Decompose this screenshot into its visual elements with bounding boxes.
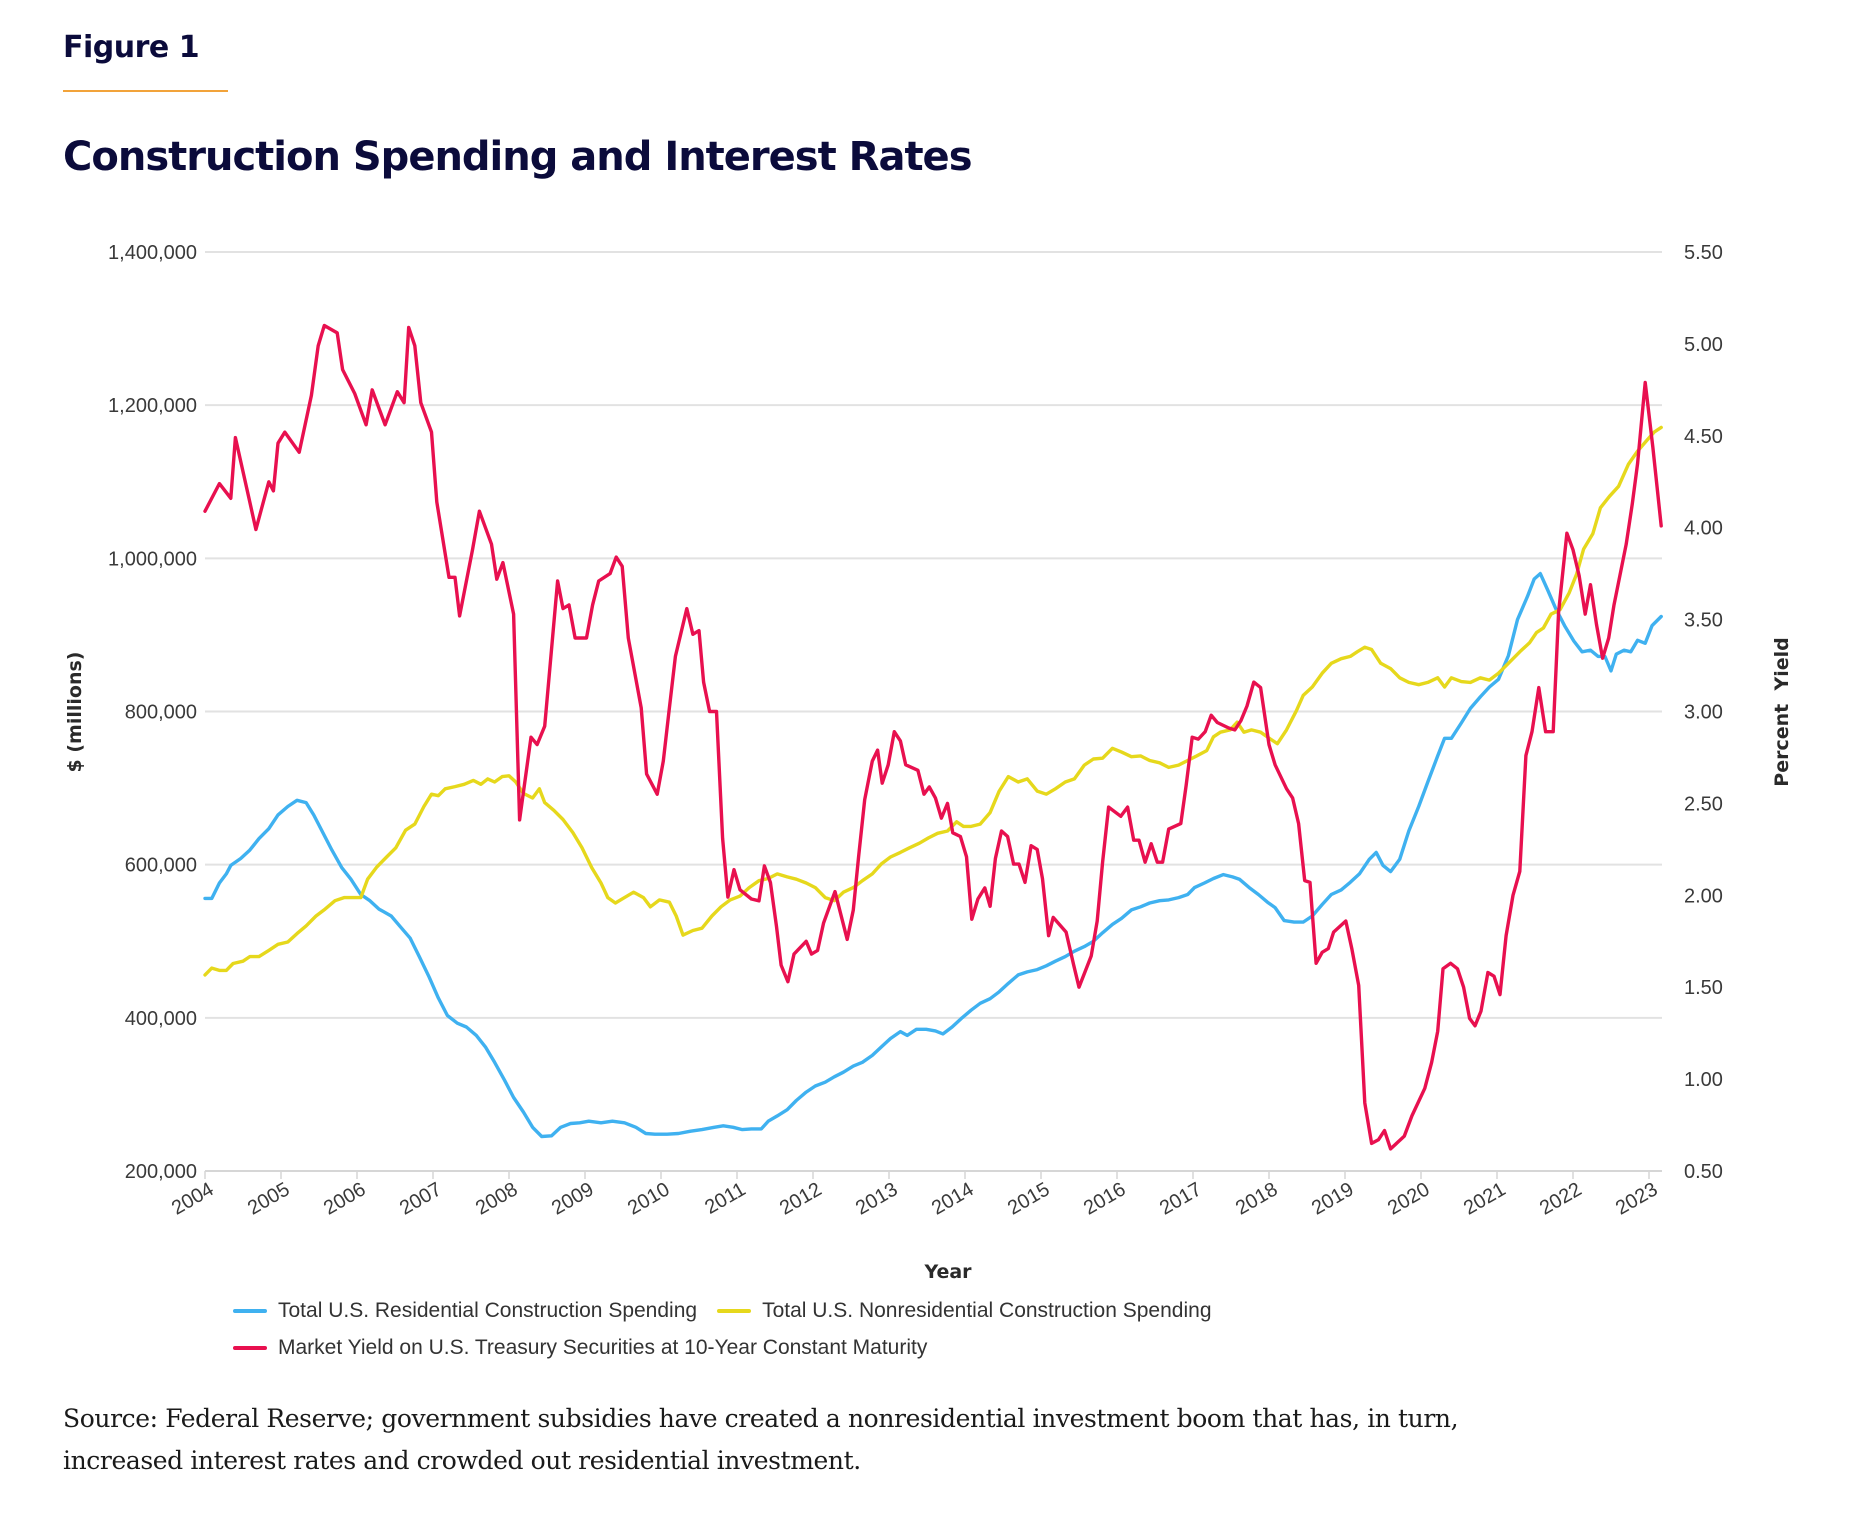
left-axis-labels: 1,400,000 1,200,000 1,000,000 800,000 600,00… — [108, 242, 197, 1183]
right-axis-tick-label: 5.00 — [1684, 334, 1723, 356]
chart: 1,400,000 1,200,000 1,000,000 800,000 600,00… — [64, 242, 1793, 1283]
left-axis-tick-label: 600,000 — [125, 855, 197, 877]
x-axis-tick-label: 2021 — [1460, 1178, 1510, 1219]
x-axis-tick-label: 2012 — [776, 1178, 826, 1219]
series-line-nonresidential — [203, 425, 1663, 977]
left-axis-tick-label: 1,200,000 — [108, 395, 197, 417]
x-axis-tick-label: 2015 — [1004, 1178, 1054, 1219]
legend: Total U.S. Residential Construction Spen… — [233, 1292, 1232, 1366]
x-axis-ticks — [204, 1171, 1650, 1179]
right-axis-tick-label: 3.50 — [1684, 610, 1723, 632]
source-note: Source: Federal Reserve; government subs… — [63, 1404, 1459, 1475]
legend-label-treasury-yield: Market Yield on U.S. Treasury Securities… — [278, 1335, 928, 1359]
x-axis-tick-label: 2011 — [701, 1178, 749, 1219]
gridlines — [205, 251, 1662, 1172]
right-axis-tick-label: 1.00 — [1684, 1069, 1723, 1091]
right-axis-tick-label: 4.50 — [1684, 426, 1723, 448]
legend-label-nonresidential: Total U.S. Nonresidential Construction S… — [762, 1298, 1212, 1322]
legend-row-2: Market Yield on U.S. Treasury Securities… — [233, 1329, 1232, 1366]
legend-row-1: Total U.S. Residential Construction Spen… — [233, 1292, 1232, 1329]
legend-item-residential[interactable]: Total U.S. Residential Construction Spen… — [233, 1299, 697, 1323]
legend-item-nonresidential[interactable]: Total U.S. Nonresidential Construction S… — [717, 1298, 1212, 1323]
series-line-treasury-yield — [203, 323, 1663, 1151]
right-axis-tick-label: 2.00 — [1684, 885, 1723, 907]
right-axis-tick-label: 2.50 — [1684, 793, 1723, 815]
legend-swatch-nonresidential — [717, 1308, 752, 1313]
x-axis-tick-label: 2013 — [852, 1178, 902, 1219]
x-axis-tick-label: 2019 — [1308, 1178, 1358, 1219]
right-axis-tick-label: 1.50 — [1684, 977, 1723, 999]
left-axis-tick-label: 1,000,000 — [108, 548, 197, 570]
x-axis-tick-label: 2022 — [1536, 1178, 1586, 1219]
left-axis-tick-label: 400,000 — [125, 1008, 197, 1030]
x-axis-tick-label: 2018 — [1232, 1178, 1282, 1219]
x-axis-tick-label: 2014 — [928, 1178, 978, 1219]
chart-title: Construction Spending and Interest Rates — [63, 134, 972, 180]
y-axis-title: $ (millions) — [64, 652, 86, 773]
x-axis-labels: 2004 2005 2006 2007 2008 2009 2010 2011 2012 2013… — [168, 1178, 1662, 1219]
x-axis-tick-label: 2006 — [320, 1178, 370, 1219]
x-axis-tick-label: 2008 — [472, 1178, 522, 1219]
x-axis-tick-label: 2005 — [244, 1178, 294, 1219]
x-axis-tick-label: 2023 — [1612, 1178, 1662, 1219]
legend-item-treasury-yield[interactable]: Market Yield on U.S. Treasury Securities… — [233, 1336, 927, 1360]
left-axis-tick-label: 1,400,000 — [108, 242, 197, 264]
x-axis-tick-label: 2017 — [1156, 1178, 1206, 1219]
right-axis-tick-label: 4.00 — [1684, 518, 1723, 540]
x-axis-title: Year — [923, 1261, 972, 1283]
x-axis-tick-label: 2016 — [1080, 1178, 1130, 1219]
legend-swatch-treasury-yield — [233, 1345, 267, 1350]
right-axis-tick-label: 0.50 — [1684, 1161, 1723, 1183]
x-axis-tick-label: 2010 — [624, 1178, 674, 1219]
left-axis-tick-label: 800,000 — [125, 702, 197, 724]
series-lines — [203, 323, 1663, 1151]
x-axis-tick-label: 2007 — [396, 1178, 446, 1219]
x-axis-tick-label: 2009 — [548, 1178, 598, 1219]
figure-label: Figure 1 — [63, 30, 200, 65]
right-axis-labels: 5.50 5.00 4.50 4.00 3.50 3.00 2.50 2.00 1.50 1.00… — [1684, 242, 1723, 1183]
x-axis-tick-label: 2020 — [1384, 1178, 1434, 1219]
right-axis-tick-label: 3.00 — [1684, 702, 1723, 724]
right-axis-tick-label: 5.50 — [1684, 242, 1723, 264]
y2-axis-title: Percent Yield — [1771, 637, 1793, 786]
legend-label-residential: Total U.S. Residential Construction Spen… — [278, 1298, 698, 1322]
figure-label-underline — [63, 90, 228, 92]
left-axis-tick-label: 200,000 — [125, 1161, 197, 1183]
series-line-residential — [203, 571, 1663, 1139]
legend-swatch-residential — [233, 1308, 267, 1313]
x-axis-tick-label: 2004 — [168, 1178, 218, 1219]
